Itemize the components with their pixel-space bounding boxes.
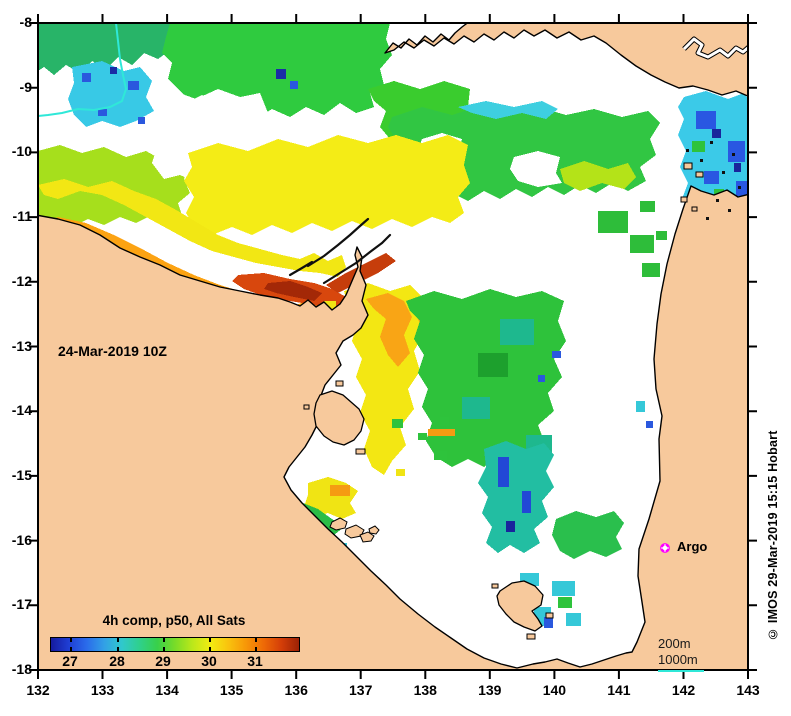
colorbar-tick: [209, 647, 211, 651]
colorbar-tick: [70, 638, 72, 642]
colorbar-gradient: [50, 637, 300, 652]
colorbar-tick: [163, 638, 165, 642]
wessel-islands: [288, 217, 392, 285]
land-australia: [38, 185, 748, 670]
colorbar-tick: [163, 647, 165, 651]
depth-1000m-label: 1000m: [658, 652, 698, 667]
colorbar-tick-label: 30: [201, 653, 217, 669]
x-tick-label: 140: [542, 682, 567, 698]
depth-contour-legend: 200m 1000m: [658, 636, 704, 672]
colorbar-tick-label: 29: [155, 653, 171, 669]
x-tick-label: 142: [671, 682, 696, 698]
y-tick-label: -18: [11, 661, 32, 677]
colorbar-tick-label: 27: [62, 653, 78, 669]
colorbar-title: 4h comp, p50, All Sats: [102, 613, 246, 628]
colorbar-tick: [117, 638, 119, 642]
colorbar-tick: [70, 647, 72, 651]
y-tick-label: -17: [11, 596, 32, 613]
y-tick-label: -8: [19, 14, 32, 30]
credit-text: © IMOS 29-Mar-2019 15:15 Hobart: [766, 430, 780, 642]
x-tick-label: 141: [607, 682, 631, 698]
x-tick-label: 136: [284, 682, 308, 698]
date-label: 24-Mar-2019 10Z: [58, 343, 167, 359]
x-tick-label: 134: [155, 682, 179, 698]
y-tick-label: -13: [11, 337, 32, 354]
x-tick-label: 137: [349, 682, 373, 698]
y-tick-label: -15: [11, 466, 32, 483]
y-tick-label: -12: [11, 272, 32, 289]
y-tick-label: -10: [11, 143, 32, 160]
x-tick-label: 143: [736, 682, 760, 698]
sst-field: [38, 23, 748, 628]
x-tick-label: 138: [413, 682, 437, 698]
x-tick-label: 135: [219, 682, 244, 698]
colorbar-tick-label: 28: [109, 653, 125, 669]
argo-label: Argo: [677, 539, 708, 554]
depth-200m-label: 200m: [658, 636, 691, 651]
x-tick-label: 132: [26, 682, 50, 698]
depth-contour-sample-line: [658, 670, 704, 672]
y-tick-label: -9: [19, 78, 32, 95]
y-tick-label: -16: [11, 531, 32, 548]
land-papua-new-guinea: [384, 23, 748, 97]
axis-ticks: [29, 14, 757, 679]
y-tick-label: -11: [12, 208, 32, 225]
colorbar-tick: [255, 638, 257, 642]
colorbar-tick-label: 31: [247, 653, 263, 669]
colorbar-tick: [255, 647, 257, 651]
x-tick-label: 133: [90, 682, 115, 698]
colorbar-tick: [209, 638, 211, 642]
y-tick-label: -14: [11, 402, 32, 419]
argo-marker[interactable]: [660, 543, 670, 553]
islands: [288, 141, 741, 640]
x-tick-label: 139: [478, 682, 502, 698]
bathymetry-contour-1000m: [38, 23, 128, 117]
colorbar-tick: [117, 647, 119, 651]
